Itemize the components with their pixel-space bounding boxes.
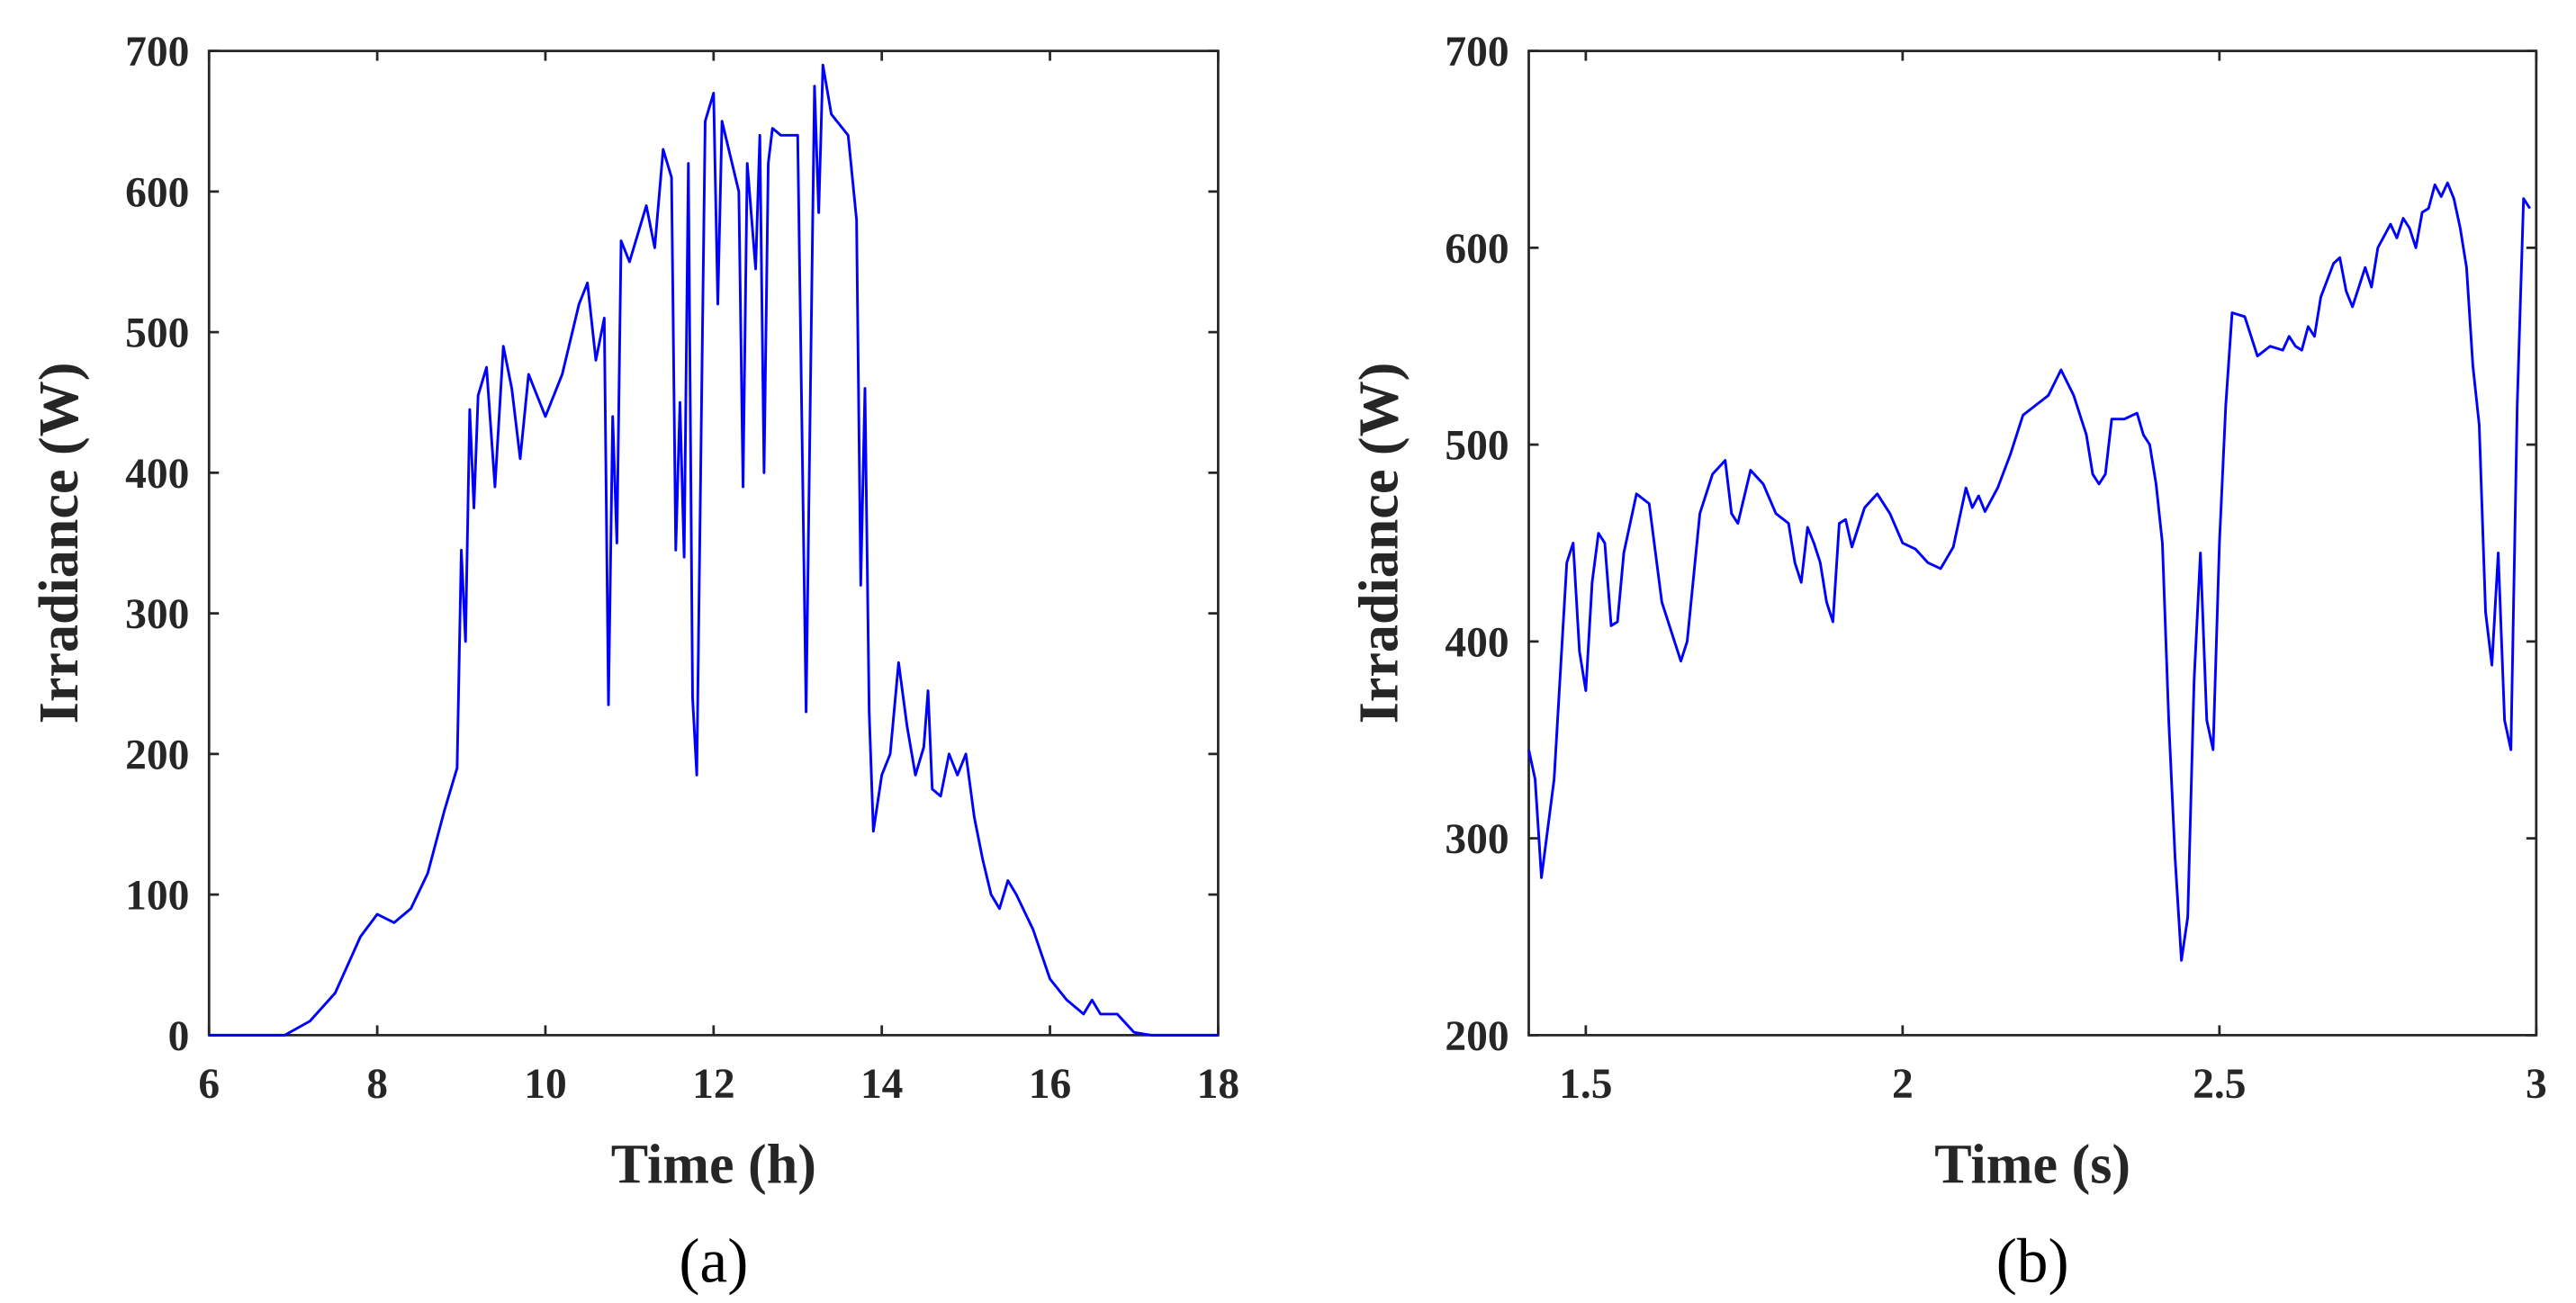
y-tick-label: 700 (125, 29, 189, 76)
y-tick-label: 200 (1445, 1013, 1509, 1060)
plot-frame (207, 49, 1220, 1037)
y-tick-label: 300 (125, 591, 189, 638)
data-line (209, 63, 1219, 1037)
y-tick-label: 400 (125, 451, 189, 498)
x-tick-label: 8 (366, 1061, 388, 1108)
x-tick-label: 16 (1029, 1061, 1071, 1108)
plot-frame (1527, 49, 2538, 1037)
caption: (b) (1996, 1227, 2069, 1296)
y-axis-label: Irradiance (W) (29, 363, 90, 724)
y-tick-label: 0 (168, 1013, 190, 1060)
data-line (1527, 181, 2532, 962)
x-tick-label: 10 (524, 1061, 566, 1108)
y-tick-label: 600 (125, 169, 189, 216)
x-tick-label: 18 (1197, 1061, 1239, 1108)
y-tick-label: 700 (1445, 29, 1509, 76)
y-tick-label: 500 (1445, 423, 1509, 470)
x-tick-label: 14 (860, 1061, 903, 1108)
y-tick-label: 300 (1445, 816, 1509, 863)
y-axis-label: Irradiance (W) (1348, 363, 1410, 724)
y-tick-label: 600 (1445, 226, 1509, 273)
y-tick-label: 400 (1445, 619, 1509, 666)
y-tick-label: 100 (125, 873, 189, 920)
x-tick-label: 1.5 (1559, 1061, 1612, 1108)
x-tick-label: 12 (692, 1061, 734, 1108)
y-tick-label: 200 (125, 732, 189, 778)
x-tick-label: 6 (198, 1061, 220, 1108)
x-tick-label: 2 (1892, 1061, 1914, 1108)
x-axis-label: Time (s) (1934, 1135, 2130, 1196)
x-tick-label: 3 (2526, 1061, 2547, 1108)
x-tick-label: 2.5 (2193, 1061, 2246, 1108)
y-tick-label: 500 (125, 310, 189, 357)
caption: (a) (679, 1227, 748, 1296)
x-axis-label: Time (h) (611, 1135, 816, 1196)
